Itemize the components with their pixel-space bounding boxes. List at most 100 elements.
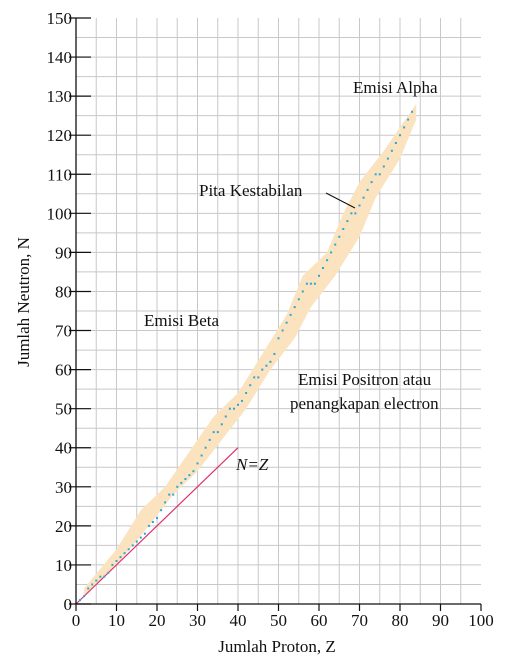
nucleus-point — [374, 173, 377, 176]
nucleus-point — [318, 274, 320, 277]
nucleus-point — [200, 454, 203, 457]
nucleus-point — [338, 235, 341, 238]
nucleus-point — [131, 544, 134, 547]
x-tick-label: 20 — [149, 611, 166, 630]
y-tick-label: 30 — [55, 478, 72, 497]
annotation-beta: Emisi Beta — [144, 311, 220, 330]
nucleus-point — [168, 493, 171, 496]
nucleus-point — [285, 321, 288, 324]
x-tick-label: 100 — [468, 611, 494, 630]
nucleus-point — [164, 501, 167, 504]
nucleus-point — [176, 485, 179, 488]
y-tick-label: 60 — [55, 361, 72, 380]
nucleus-point — [228, 407, 231, 410]
nucleus-point — [257, 376, 260, 379]
nucleus-point — [399, 134, 401, 137]
y-tick-label: 40 — [55, 439, 72, 458]
nucleus-point — [277, 337, 280, 340]
annotation-nz: N=Z — [235, 455, 269, 474]
nucleus-point — [322, 267, 324, 269]
nucleus-point — [119, 556, 122, 559]
nucleus-point — [301, 290, 304, 293]
nucleus-point — [382, 165, 385, 168]
y-tick-label: 100 — [47, 204, 73, 223]
nucleus-point — [224, 415, 227, 418]
nucleus-point — [289, 313, 292, 316]
nucleus-point — [83, 595, 86, 598]
annotation-alpha: Emisi Alpha — [353, 78, 438, 97]
y-tick-label: 130 — [47, 87, 73, 106]
nucleus-point — [87, 587, 90, 590]
x-tick-label: 60 — [311, 611, 328, 630]
y-tick-label: 140 — [47, 48, 73, 67]
nucleus-point — [216, 431, 219, 434]
nucleus-point — [156, 517, 158, 520]
nucleus-point — [233, 407, 235, 410]
nucleus-point — [107, 571, 110, 574]
nucleus-point — [265, 364, 268, 367]
x-tick-label: 40 — [230, 611, 247, 630]
y-tick-label: 50 — [55, 400, 72, 419]
nucleus-point — [362, 196, 365, 199]
nucleus-point — [192, 470, 195, 473]
x-tick-label: 10 — [108, 611, 125, 630]
nucleus-point — [103, 575, 106, 578]
nucleus-point — [326, 259, 329, 262]
nucleus-point — [99, 575, 102, 578]
x-axis-label: Jumlah Proton, Z — [218, 637, 336, 656]
nucleus-point — [334, 243, 337, 246]
nucleus-point — [115, 560, 118, 562]
y-tick-label: 10 — [55, 556, 72, 575]
nucleus-point — [309, 282, 312, 285]
nucleus-point — [123, 552, 126, 555]
nucleus-point — [212, 431, 215, 434]
nucleus-point — [160, 509, 163, 512]
nucleus-point — [403, 126, 406, 129]
annotation-band-pointer — [325, 192, 356, 209]
tick-labels: 0 10 20 30 40 50 60 70 80 90 100 0 10 20 30 40 50 60 70 80 9… — [47, 9, 494, 630]
nucleus-point — [151, 521, 154, 523]
y-tick-label: 0 — [64, 595, 73, 614]
nucleus-point — [366, 188, 369, 191]
nucleus-point — [378, 173, 381, 176]
stable-nuclei-points — [79, 110, 414, 602]
nucleus-point — [237, 403, 239, 406]
x-tick-label: 30 — [189, 611, 206, 630]
nucleus-point — [220, 423, 223, 426]
x-tick-label: 0 — [72, 611, 81, 630]
y-tick-label: 20 — [55, 517, 72, 536]
nz-line-group — [75, 447, 239, 605]
nucleus-point — [394, 142, 397, 144]
grid — [76, 18, 481, 604]
nucleus-point — [261, 368, 264, 371]
nucleus-point — [91, 583, 94, 586]
nucleus-point — [350, 212, 353, 215]
nucleus-point — [79, 599, 81, 602]
nucleus-point — [139, 536, 142, 539]
nucleus-point — [313, 282, 316, 285]
annotation-positron-line2: penangkapan electron — [290, 394, 439, 413]
nucleus-point — [188, 474, 191, 477]
nucleus-point — [342, 228, 345, 230]
nucleus-point — [346, 220, 349, 223]
nucleus-point — [297, 298, 300, 301]
nucleus-point — [390, 149, 393, 152]
y-axis-label: Jumlah Neutron, N — [14, 237, 33, 367]
nucleus-point — [273, 353, 276, 355]
x-tick-label: 90 — [432, 611, 449, 630]
annotation-positron-line1: Emisi Positron atau — [298, 370, 432, 389]
y-tick-label: 150 — [47, 9, 73, 28]
y-tick-label: 70 — [55, 322, 72, 341]
nucleus-point — [407, 118, 410, 121]
nucleus-point — [204, 446, 207, 449]
nucleus-point — [370, 181, 373, 184]
nucleus-point — [127, 548, 130, 551]
nucleus-point — [111, 563, 114, 566]
nucleus-point — [180, 481, 183, 484]
nucleus-point — [196, 462, 199, 465]
x-tick-label: 70 — [351, 611, 368, 630]
nucleus-point — [245, 392, 248, 394]
nucleus-point — [354, 212, 357, 215]
nz-line — [75, 447, 239, 605]
